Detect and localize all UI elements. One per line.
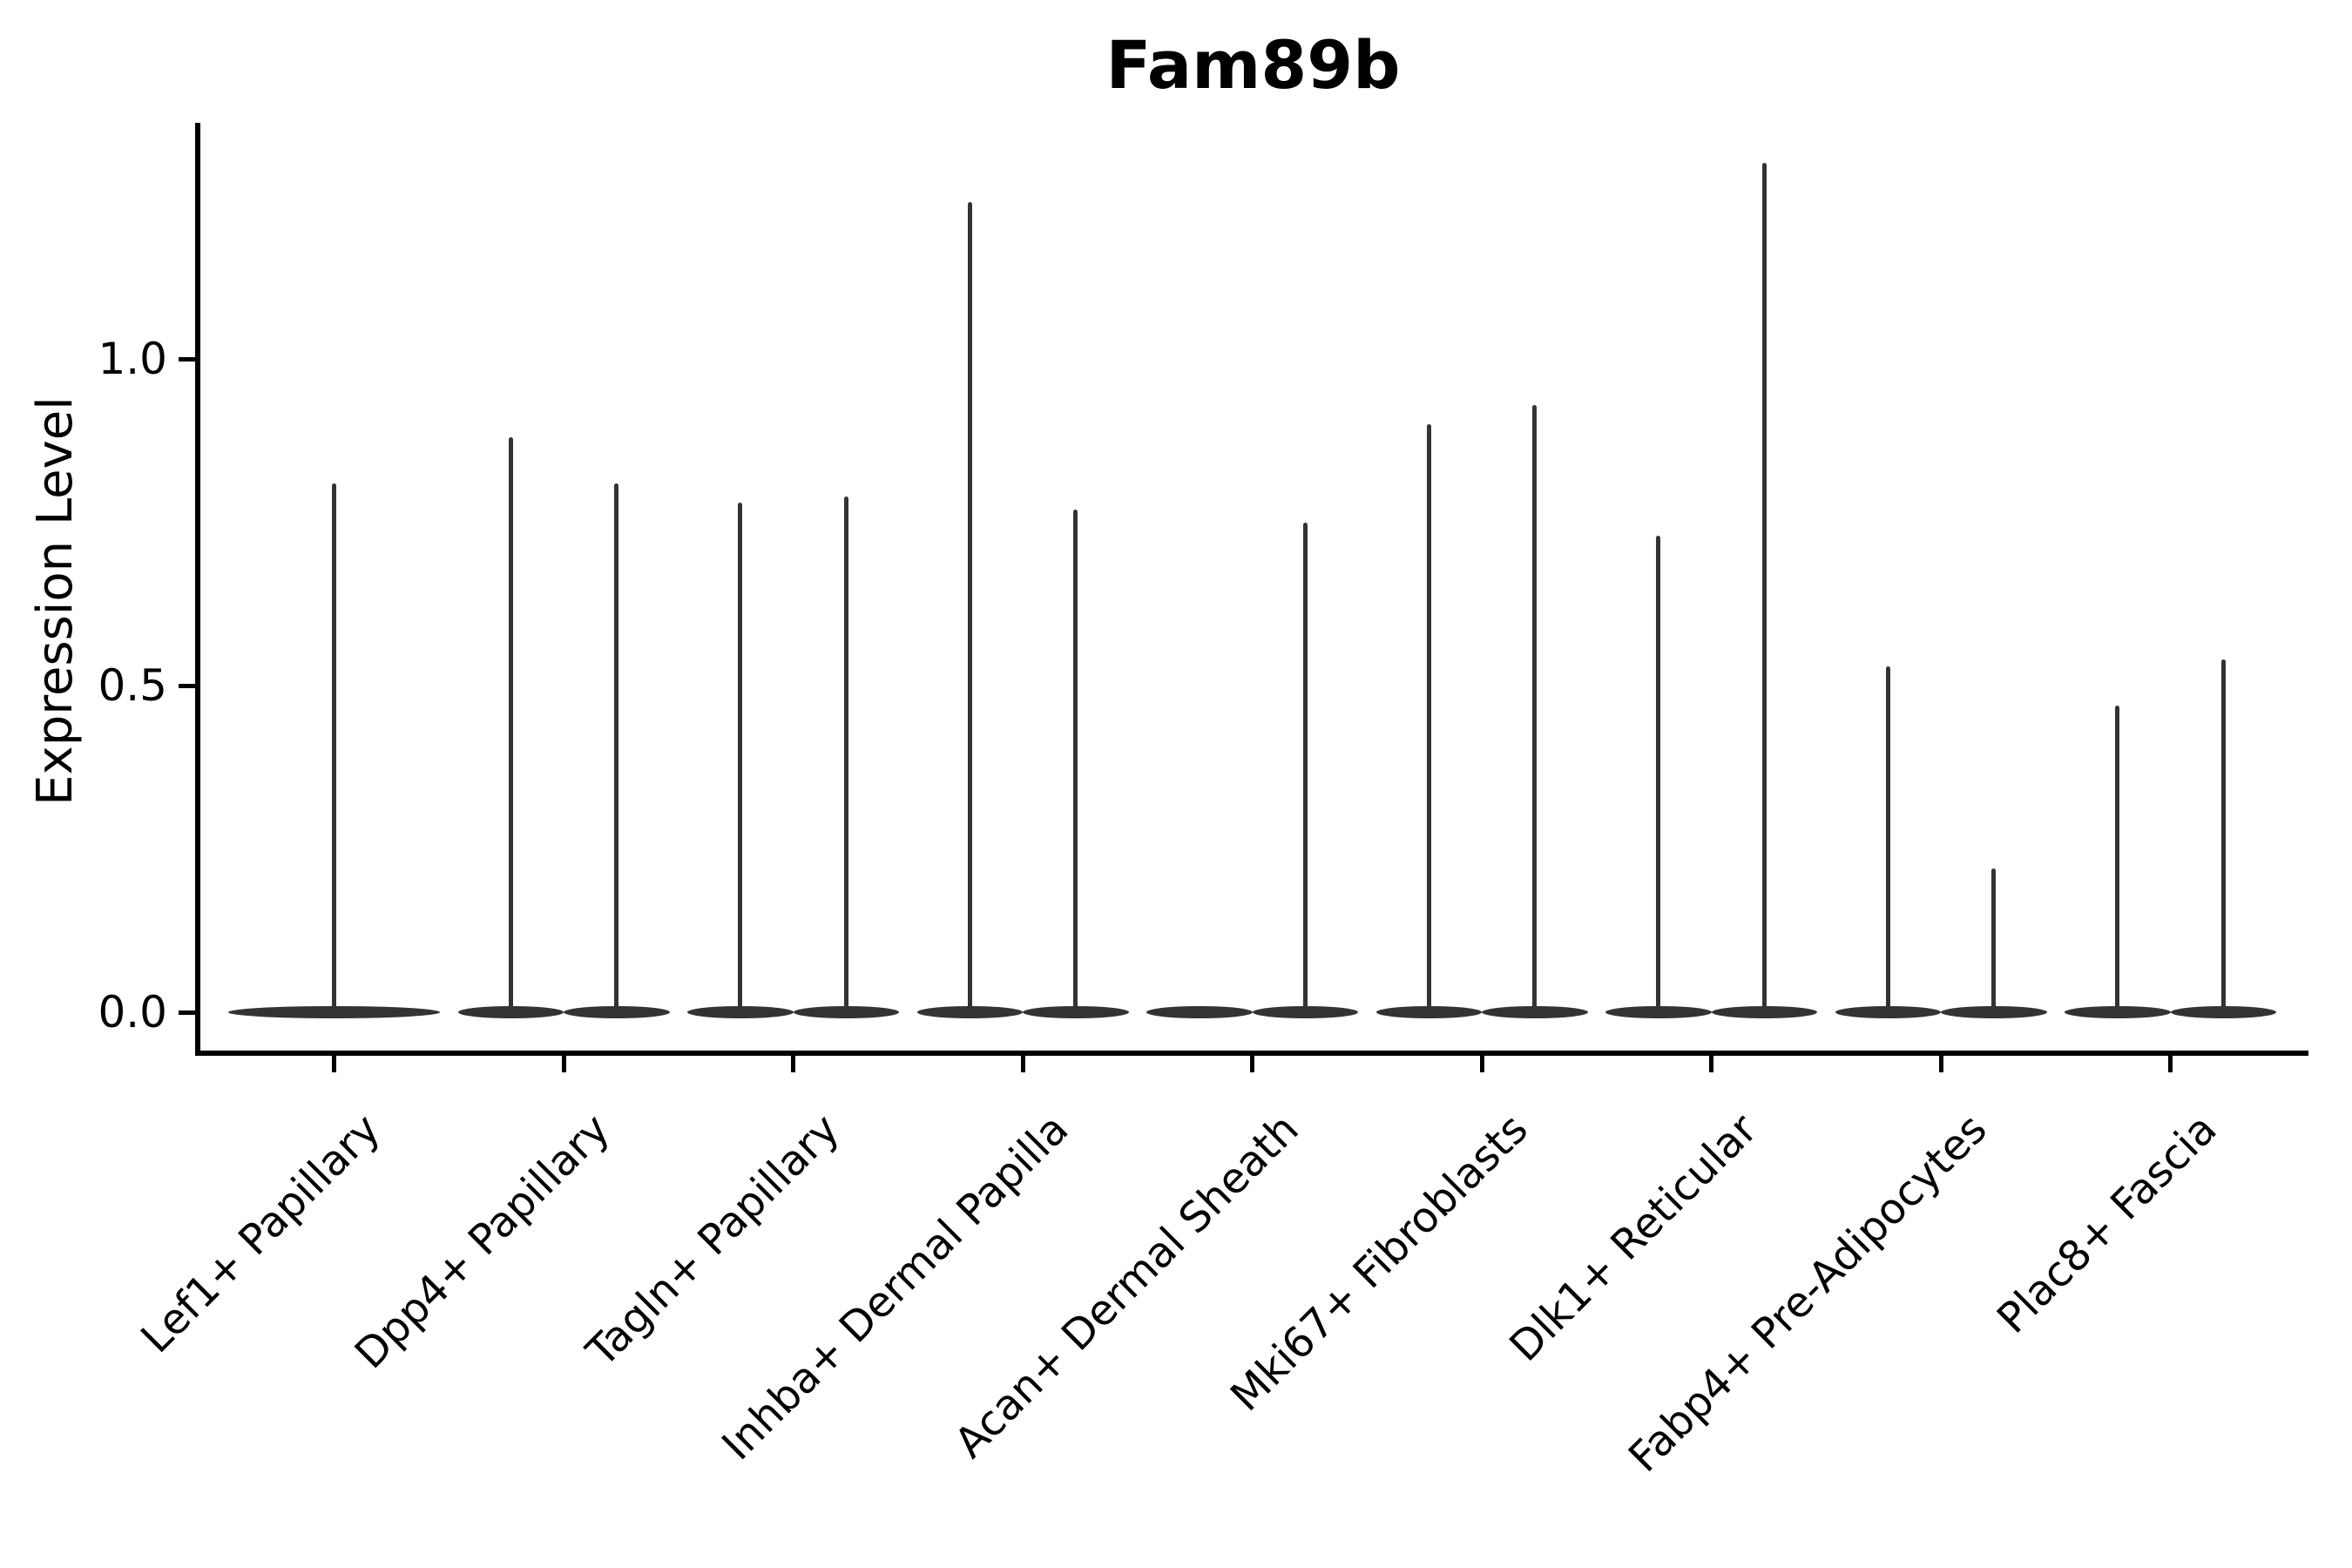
x-tick bbox=[1938, 1053, 1943, 1072]
x-tick bbox=[2168, 1053, 2173, 1072]
y-tick-label: 0.0 bbox=[98, 987, 167, 1037]
x-tick-label-9: Plac8+ Fascia bbox=[1987, 1105, 2227, 1343]
violin-tail bbox=[1532, 404, 1538, 1010]
violin-zero-mass bbox=[687, 1006, 794, 1018]
y-tick-label: 1.0 bbox=[98, 334, 167, 384]
violin-tail bbox=[1426, 424, 1431, 1010]
violin-tail bbox=[332, 483, 336, 1010]
violin-zero-mass bbox=[1482, 1006, 1588, 1018]
violin-zero-mass bbox=[228, 1006, 440, 1018]
y-axis-spine bbox=[195, 123, 200, 1056]
x-tick bbox=[1479, 1053, 1484, 1072]
violin-tail bbox=[614, 483, 619, 1010]
y-tick bbox=[179, 1010, 198, 1015]
violin-tail bbox=[967, 202, 972, 1010]
violin-zero-mass bbox=[1941, 1006, 2047, 1018]
violin-zero-mass bbox=[1252, 1006, 1358, 1018]
violin-zero-mass bbox=[916, 1006, 1023, 1018]
violin-zero-mass bbox=[1146, 1006, 1253, 1018]
violin-tail bbox=[508, 437, 513, 1010]
y-tick-label: 0.5 bbox=[98, 660, 167, 711]
x-tick-label-7: Dlk1+ Reticular bbox=[1500, 1105, 1767, 1371]
violin-tail bbox=[1073, 509, 1078, 1010]
x-tick bbox=[561, 1053, 566, 1072]
violin-tail bbox=[2220, 659, 2226, 1010]
chart-title: Fam89b bbox=[1105, 26, 1401, 104]
violin-tail bbox=[2115, 705, 2120, 1010]
violin-tail bbox=[843, 496, 848, 1010]
violin-tail bbox=[1991, 868, 1997, 1010]
y-tick bbox=[179, 683, 198, 688]
x-tick bbox=[791, 1053, 795, 1072]
violin-zero-mass bbox=[564, 1006, 670, 1018]
violin-zero-mass bbox=[457, 1006, 564, 1018]
violin-zero-mass bbox=[2065, 1006, 2171, 1018]
x-tick bbox=[1250, 1053, 1254, 1072]
violin-zero-mass bbox=[1023, 1006, 1129, 1018]
x-tick-label-1: Lef1+ Papillary bbox=[132, 1105, 390, 1363]
violin-zero-mass bbox=[793, 1006, 899, 1018]
violin-zero-mass bbox=[2170, 1006, 2276, 1018]
x-tick bbox=[1709, 1053, 1713, 1072]
y-tick bbox=[179, 356, 198, 362]
violin-zero-mass bbox=[1711, 1006, 1817, 1018]
violin-zero-mass bbox=[1605, 1006, 1712, 1018]
violin-tail bbox=[1885, 666, 1890, 1010]
violin-zero-mass bbox=[1375, 1006, 1482, 1018]
violin-tail bbox=[1656, 535, 1661, 1010]
x-tick bbox=[332, 1053, 336, 1072]
x-tick bbox=[1020, 1053, 1025, 1072]
violin-tail bbox=[738, 503, 743, 1010]
violin-tail bbox=[1302, 522, 1308, 1010]
violin-tail bbox=[1761, 163, 1767, 1010]
violin-zero-mass bbox=[1835, 1006, 1941, 1018]
